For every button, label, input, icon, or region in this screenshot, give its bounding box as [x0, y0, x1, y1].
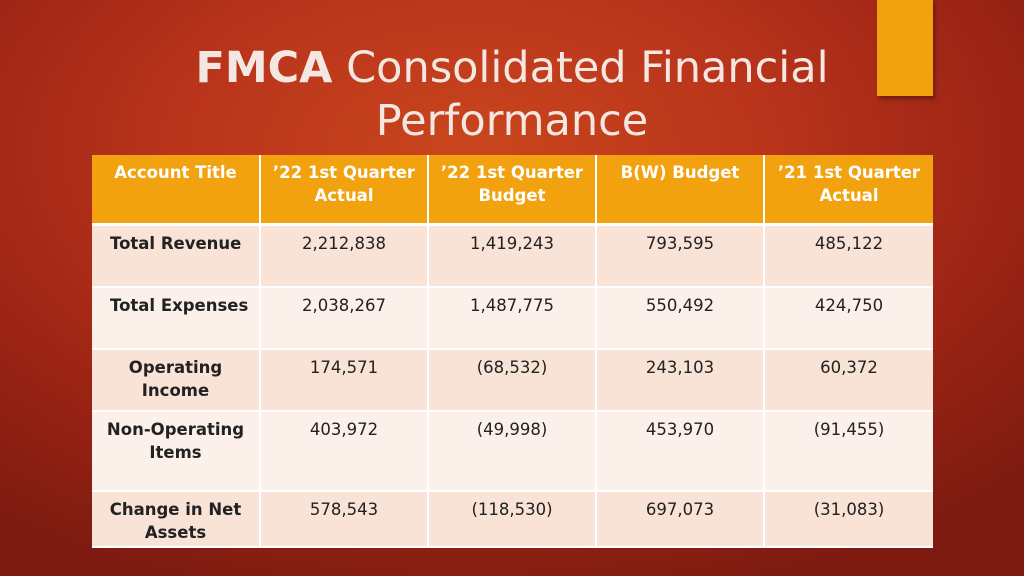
header-account-title: Account Title	[92, 155, 261, 226]
row-title: Change in Net Assets	[92, 490, 261, 548]
slide-title: FMCA Consolidated Financial Performance	[0, 42, 1024, 148]
cell-value: 2,212,838	[260, 224, 429, 288]
header-row: Account Title ’22 1st Quarter Actual ’22…	[92, 155, 933, 226]
cell-value: 1,419,243	[428, 224, 597, 288]
cell-value: 2,038,267	[260, 286, 429, 350]
cell-value: (118,530)	[428, 490, 597, 548]
title-text: Consolidated Financial	[332, 43, 829, 93]
financial-table: Account Title ’22 1st Quarter Actual ’22…	[92, 155, 933, 548]
cell-value: 424,750	[764, 286, 933, 350]
cell-value: 403,972	[260, 410, 429, 492]
cell-value: 174,571	[260, 348, 429, 412]
cell-value: 578,543	[260, 490, 429, 548]
table-row: Operating Income 174,571 (68,532) 243,10…	[92, 348, 933, 412]
cell-value: 60,372	[764, 348, 933, 412]
cell-value: 793,595	[596, 224, 765, 288]
row-title: Total Revenue	[92, 224, 261, 288]
title-brand: FMCA	[195, 43, 333, 93]
cell-value: (31,083)	[764, 490, 933, 548]
row-title: Non-Operating Items	[92, 410, 261, 492]
cell-value: 243,103	[596, 348, 765, 412]
cell-value: 453,970	[596, 410, 765, 492]
header-22-q1-actual: ’22 1st Quarter Actual	[260, 155, 429, 226]
cell-value: 697,073	[596, 490, 765, 548]
cell-value: (49,998)	[428, 410, 597, 492]
cell-value: 550,492	[596, 286, 765, 350]
cell-value: (68,532)	[428, 348, 597, 412]
table-row: Total Expenses 2,038,267 1,487,775 550,4…	[92, 286, 933, 350]
cell-value: (91,455)	[764, 410, 933, 492]
table-row: Change in Net Assets 578,543 (118,530) 6…	[92, 490, 933, 548]
table-row: Total Revenue 2,212,838 1,419,243 793,59…	[92, 224, 933, 288]
header-bw-budget: B(W) Budget	[596, 155, 765, 226]
table-row: Non-Operating Items 403,972 (49,998) 453…	[92, 410, 933, 492]
header-22-q1-budget: ’22 1st Quarter Budget	[428, 155, 597, 226]
cell-value: 485,122	[764, 224, 933, 288]
accent-bar	[877, 0, 933, 96]
cell-value: 1,487,775	[428, 286, 597, 350]
row-title: Total Expenses	[92, 286, 261, 350]
header-21-q1-actual: ’21 1st Quarter Actual	[764, 155, 933, 226]
title-line2: Performance	[375, 96, 649, 146]
row-title: Operating Income	[92, 348, 261, 412]
